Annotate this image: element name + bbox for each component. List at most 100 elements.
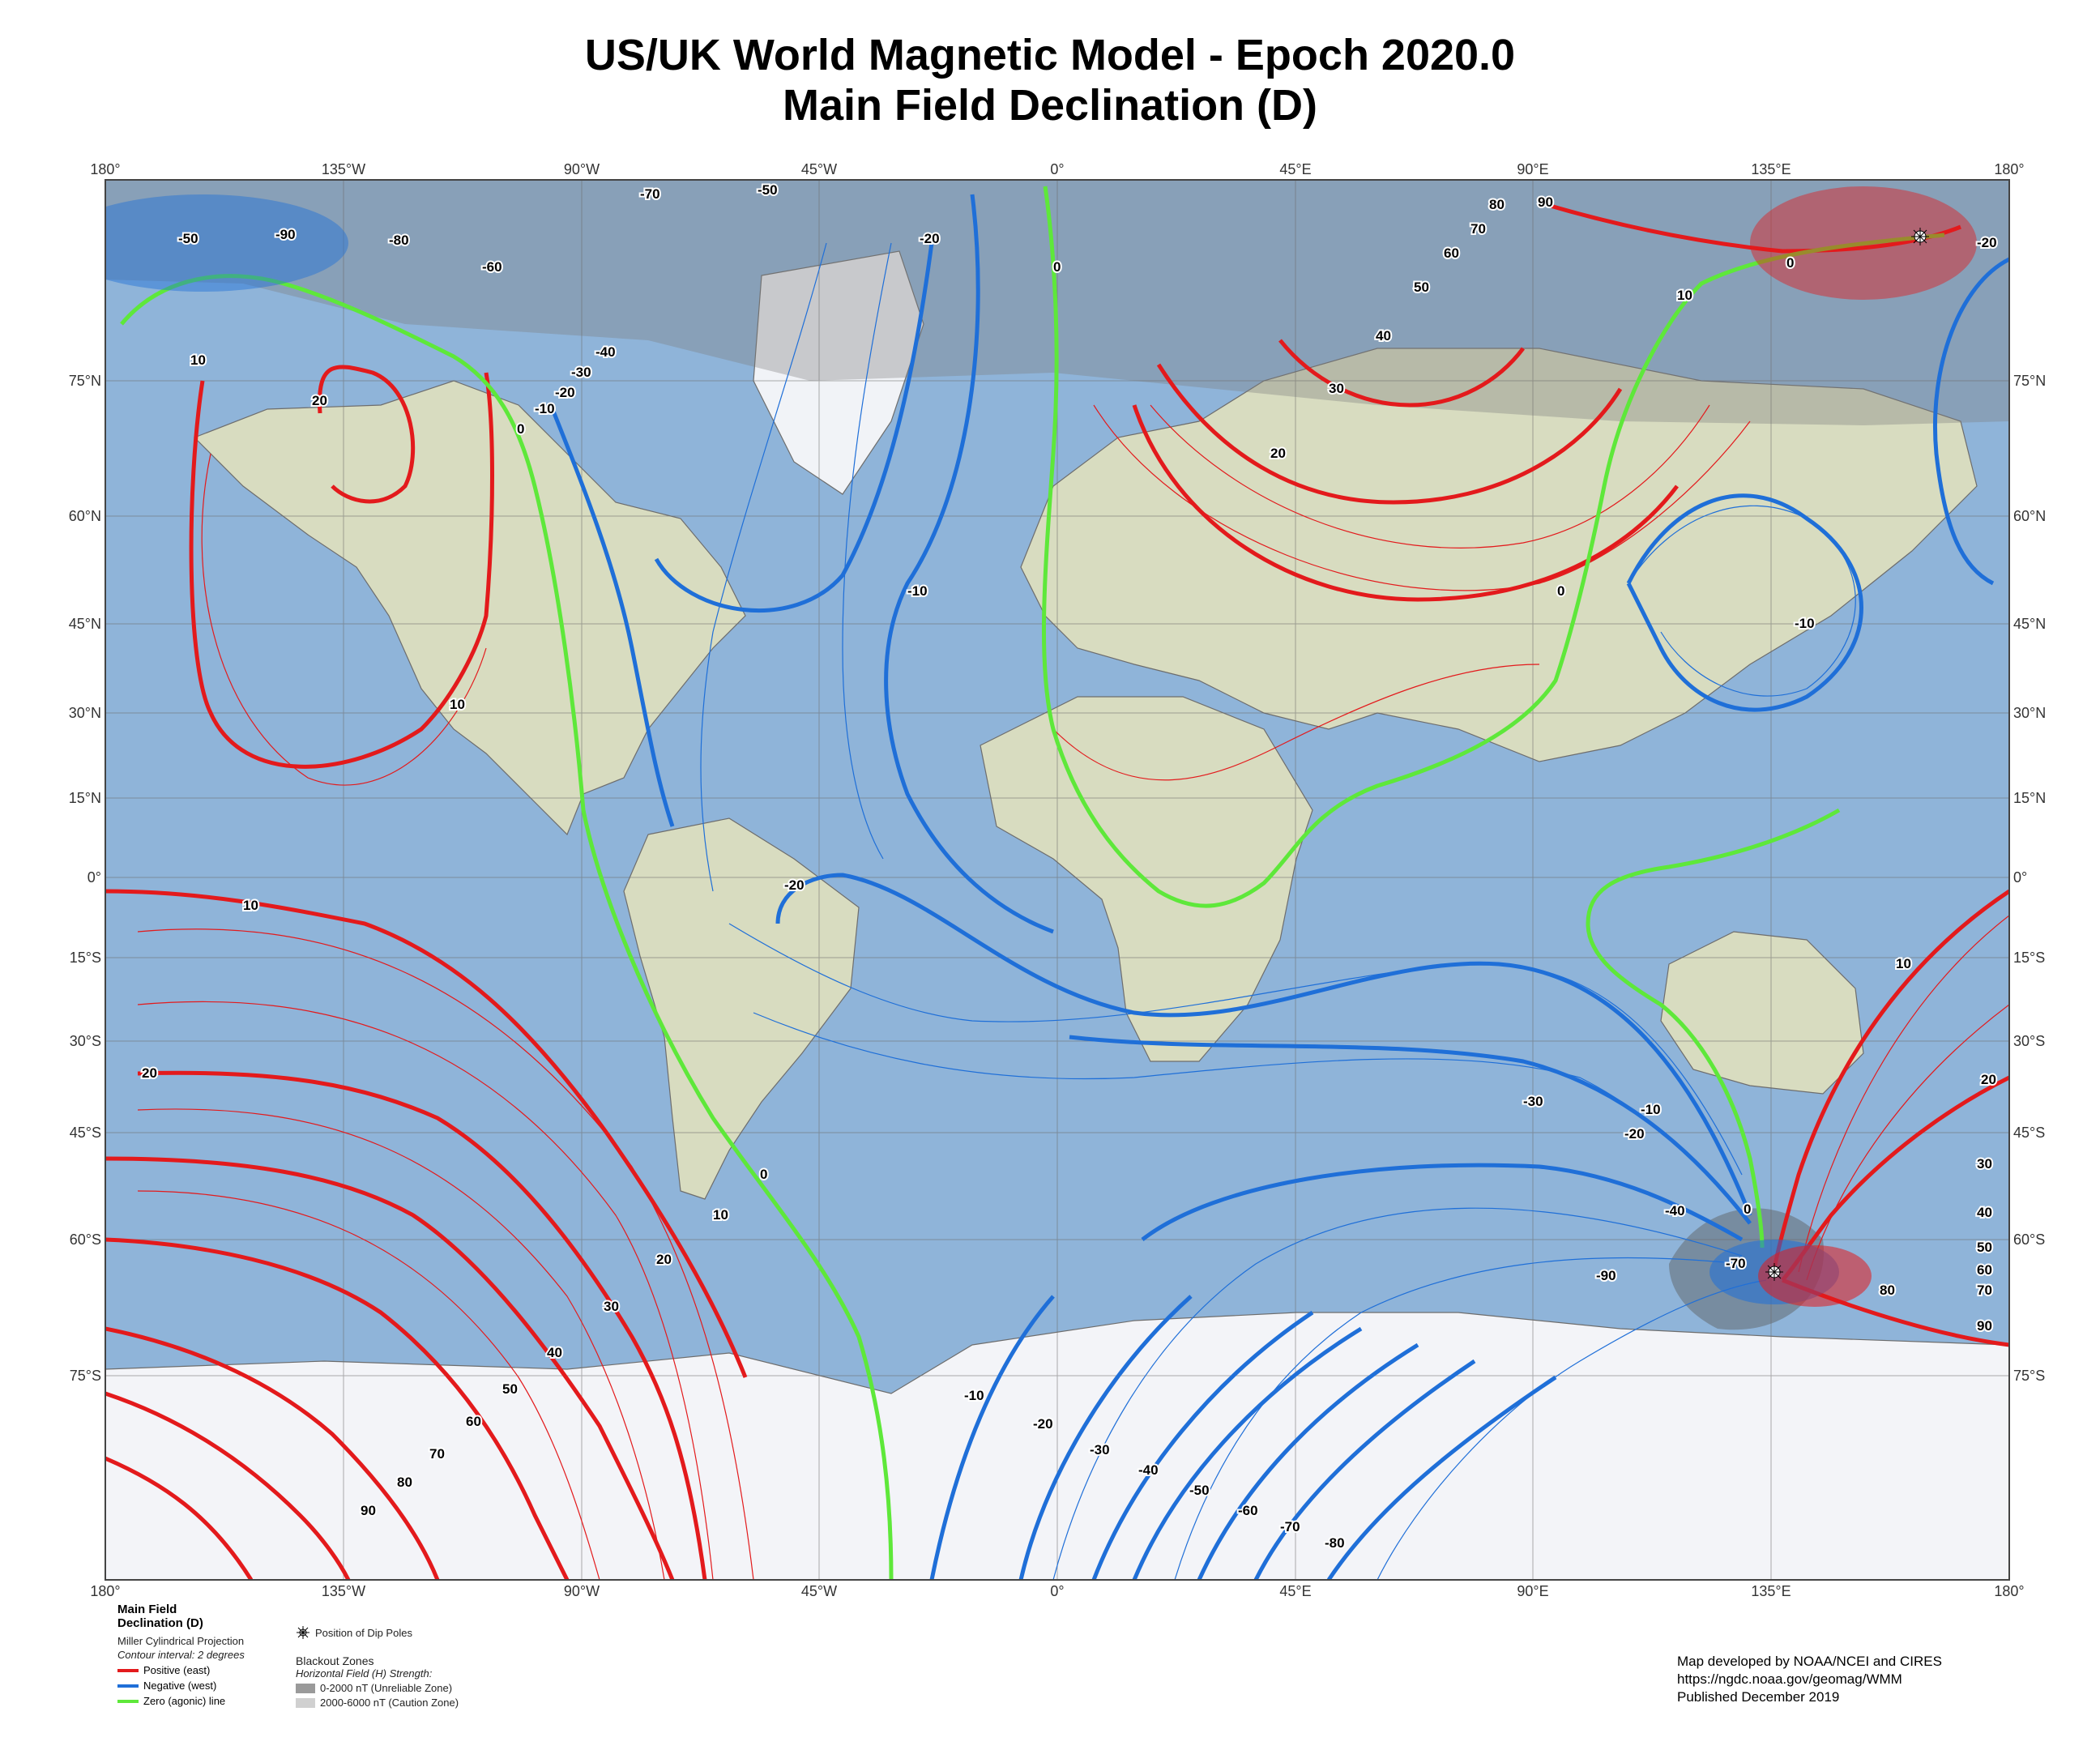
agonic-lines	[120, 186, 1945, 1580]
contour-label: 50	[1977, 1240, 1992, 1255]
contour-label: -40	[595, 344, 616, 360]
contour-neg-30-antarctic	[1091, 1310, 1314, 1580]
contour-label: 50	[1414, 280, 1429, 295]
negative-line-swatch	[117, 1684, 139, 1688]
lat-tick: 75°N	[69, 373, 101, 389]
contour-label: -20	[1977, 235, 1997, 250]
lon-tick: 180°	[90, 161, 120, 177]
legend-negative: Negative (west)	[117, 1680, 245, 1692]
contour-label: 20	[656, 1252, 672, 1267]
contour-label: 60	[1977, 1262, 1992, 1278]
lat-tick: 75°S	[70, 1368, 101, 1384]
contour-label: -40	[1138, 1462, 1159, 1478]
lon-tick: 0°	[1050, 1583, 1064, 1599]
unreliable-zone-swatch	[296, 1683, 315, 1693]
contour-label: 20	[1981, 1072, 1996, 1087]
contour-label: 20	[312, 393, 327, 408]
contour-label: -70	[1726, 1256, 1746, 1271]
legend-zone2-label: 2000-6000 nT (Caution Zone)	[320, 1697, 459, 1709]
lat-tick: 45°N	[2013, 616, 2046, 632]
lat-tick: 60°S	[70, 1231, 101, 1248]
lon-tick: 135°W	[322, 161, 365, 177]
legend-zone1: 0-2000 nT (Unreliable Zone)	[296, 1682, 459, 1694]
lat-tick: 15°S	[2013, 950, 2045, 966]
map-subtitle: Main Field Declination (D)	[782, 81, 1318, 130]
lon-tick: 135°E	[1751, 1583, 1791, 1599]
agonic-line-europe-africa	[1041, 186, 1945, 908]
north-dip-pole-area	[105, 186, 1977, 300]
contour-label: 20	[1270, 446, 1286, 461]
contour-pos-10-eurasia	[1132, 404, 1679, 602]
contour-pos-80-pacific	[105, 1456, 254, 1580]
credits: Map developed by NOAA/NCEI and CIRES htt…	[1677, 1653, 1942, 1706]
contour-pos-east-arctic	[1539, 200, 1961, 254]
legend-dip-poles: Position of Dip Poles	[296, 1625, 459, 1640]
lon-tick: 90°E	[1517, 161, 1548, 177]
lon-tick: 0°	[1050, 161, 1064, 177]
agonic-line-australia	[1586, 808, 1841, 1248]
contour-label: -10	[1795, 616, 1815, 631]
latitude-ticks-right: 75°N 60°N 45°N 30°N 15°N 0° 15°S 30°S 45…	[2013, 373, 2046, 1384]
legend-title: Main Field Declination (D)	[117, 1603, 203, 1630]
contour-label: -20	[1624, 1126, 1645, 1142]
credits-url: https://ngdc.noaa.gov/geomag/WMM	[1677, 1671, 1902, 1687]
contour-label: 0	[760, 1167, 767, 1182]
north-dip-pole-icon	[1911, 228, 1929, 245]
contour-label: 0	[1557, 583, 1564, 599]
contour-label: -60	[482, 259, 502, 275]
contour-label: -30	[1090, 1442, 1110, 1458]
contour-label: 90	[1538, 194, 1553, 210]
lat-tick: 30°S	[70, 1033, 101, 1049]
contour-neg-60-antarctic	[1253, 1359, 1476, 1580]
legend-projection: Miller Cylindrical Projection	[117, 1635, 245, 1647]
legend: Main Field Declination (D) Miller Cylind…	[117, 1603, 245, 1707]
contour-label: 70	[429, 1446, 445, 1462]
contour-label: 0	[1744, 1202, 1751, 1217]
contour-label: -10	[535, 401, 555, 416]
lon-tick: 180°	[90, 1583, 120, 1599]
credits-line1: Map developed by NOAA/NCEI and CIRES	[1677, 1654, 1942, 1669]
contour-label: 0	[1053, 259, 1061, 275]
contour-neg-east-pacific	[1932, 257, 2009, 586]
agonic-line-americas	[120, 274, 894, 1580]
contour-label: 30	[604, 1299, 619, 1314]
contour-label: 80	[397, 1475, 412, 1490]
greenland	[753, 250, 924, 495]
contour-label: -80	[389, 233, 409, 248]
contour-label: -40	[1665, 1203, 1685, 1219]
contour-label: -50	[758, 182, 778, 198]
lat-tick: 15°N	[69, 790, 101, 806]
contour-labels: -50 -90 -80 -60 -70 -50 -20 0 80 90 70 6…	[140, 181, 1999, 1552]
lon-tick: 180°	[1994, 1583, 2024, 1599]
contour-pos-10-pacific	[105, 889, 748, 1378]
contour-label: 10	[243, 898, 258, 913]
contour-neg-20-antarctic	[1018, 1295, 1193, 1580]
contour-neg-80-antarctic	[1326, 1375, 1557, 1580]
positive-line-swatch	[117, 1668, 139, 1672]
lat-tick: 30°N	[2013, 705, 2046, 721]
lon-tick: 90°W	[564, 1583, 600, 1599]
contour-label: 90	[1977, 1318, 1992, 1334]
contour-pos-30-pacific	[105, 1156, 675, 1580]
lat-tick: 15°S	[70, 950, 101, 966]
contour-pos-50-pacific	[105, 1326, 440, 1580]
contour-label: 40	[547, 1345, 562, 1360]
contour-label: 10	[450, 697, 465, 712]
contour-neg-10-americas	[548, 404, 675, 827]
lon-tick: 90°W	[564, 161, 600, 177]
lat-tick: 0°	[2013, 869, 2027, 886]
lon-tick: 135°W	[322, 1583, 365, 1599]
contour-label: 50	[502, 1381, 518, 1397]
lat-tick: 75°S	[2013, 1368, 2045, 1384]
legend-zero: Zero (agonic) line	[117, 1695, 245, 1707]
graticule	[105, 180, 2009, 1580]
contour-label: -50	[178, 231, 198, 246]
contour-label: -10	[1641, 1102, 1661, 1117]
contour-pos-20-eurasia	[1156, 363, 1623, 505]
eurasia	[1020, 348, 1978, 762]
contour-pos-10-americas	[189, 372, 494, 769]
contour-label: 80	[1489, 197, 1505, 212]
legend-zero-label: Zero (agonic) line	[143, 1695, 226, 1707]
contour-label: 10	[1896, 956, 1911, 971]
